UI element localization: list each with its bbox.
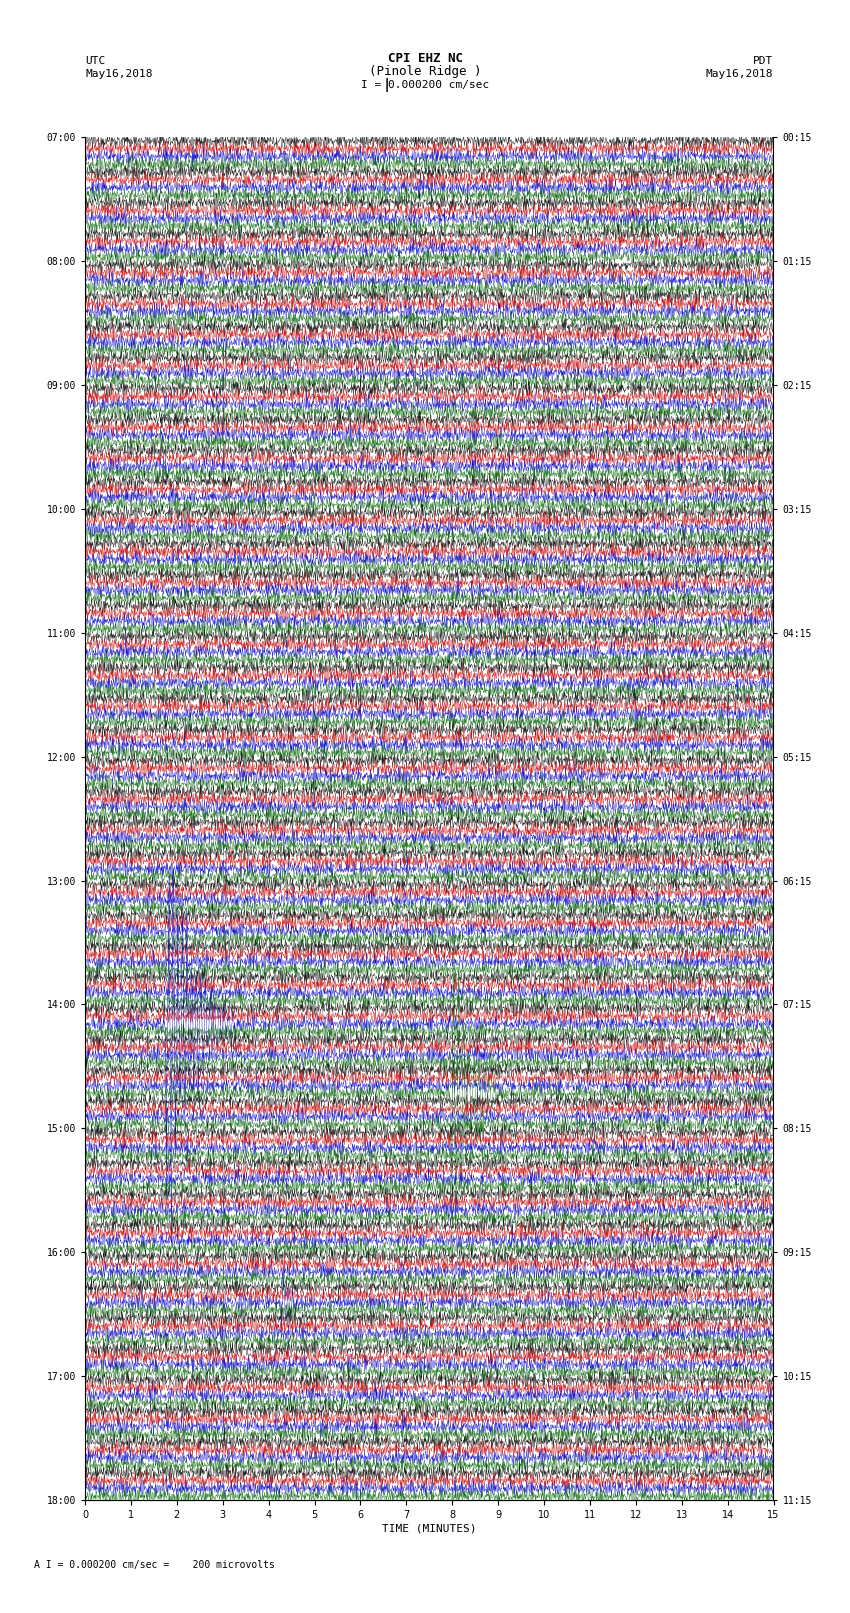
Text: A I = 0.000200 cm/sec =    200 microvolts: A I = 0.000200 cm/sec = 200 microvolts bbox=[34, 1560, 275, 1569]
Text: PDT: PDT bbox=[753, 56, 774, 66]
X-axis label: TIME (MINUTES): TIME (MINUTES) bbox=[382, 1524, 477, 1534]
Text: (Pinole Ridge ): (Pinole Ridge ) bbox=[369, 65, 481, 79]
Text: I = 0.000200 cm/sec: I = 0.000200 cm/sec bbox=[361, 79, 489, 90]
Text: May16,2018: May16,2018 bbox=[85, 69, 152, 79]
Text: May16,2018: May16,2018 bbox=[706, 69, 774, 79]
Text: |: | bbox=[382, 77, 391, 92]
Text: UTC: UTC bbox=[85, 56, 105, 66]
Text: CPI EHZ NC: CPI EHZ NC bbox=[388, 52, 462, 66]
